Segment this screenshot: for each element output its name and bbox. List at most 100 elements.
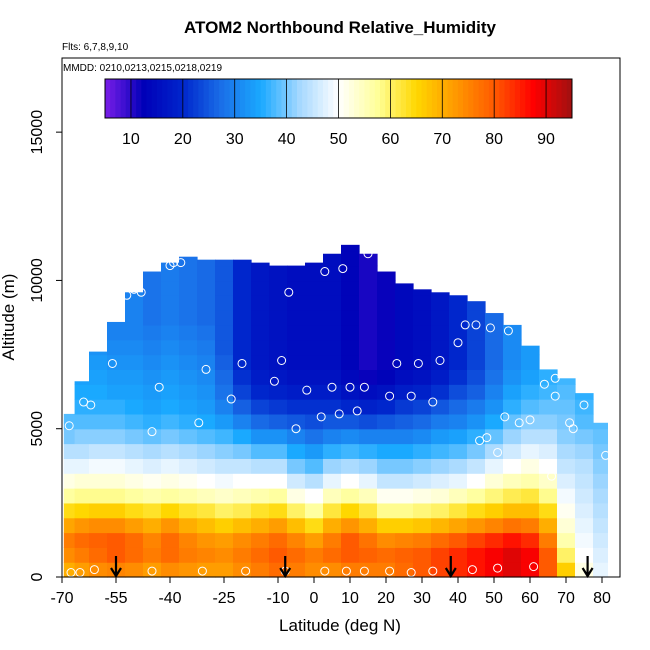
observation-point xyxy=(428,397,438,407)
colorbar-tick-label: 20 xyxy=(174,131,192,148)
rh-cell xyxy=(197,502,216,519)
rh-cell xyxy=(521,443,540,459)
rh-cell xyxy=(323,369,342,385)
rh-cell xyxy=(89,532,108,548)
rh-cell xyxy=(323,324,342,341)
rh-cell xyxy=(74,381,90,385)
rh-cell xyxy=(251,443,270,459)
rh-cell xyxy=(233,428,252,445)
rh-cell xyxy=(215,517,234,534)
observation-point xyxy=(579,400,589,410)
rh-cell xyxy=(89,517,108,534)
rh-cell xyxy=(125,292,144,296)
colorbar-segment xyxy=(245,79,251,118)
rh-cell xyxy=(125,502,144,519)
dates-label: MMDD: 0210,0213,0215,0218,0219 xyxy=(63,63,222,74)
rh-cell xyxy=(485,547,504,563)
rh-cell xyxy=(179,280,198,296)
rh-cell xyxy=(161,458,180,474)
colorbar-segment xyxy=(354,79,360,118)
observation-point xyxy=(136,287,146,297)
rh-cell xyxy=(89,369,108,385)
rh-cell xyxy=(269,413,288,430)
rh-cell xyxy=(485,532,504,548)
rh-cell xyxy=(395,324,414,341)
rh-cell xyxy=(233,310,252,326)
rh-cell xyxy=(233,259,252,267)
rh-cell xyxy=(593,422,608,430)
rh-cell xyxy=(125,413,144,430)
rh-cell xyxy=(467,547,486,563)
rh-cell xyxy=(269,532,288,548)
rh-cell xyxy=(215,502,234,519)
rh-cell xyxy=(74,443,90,459)
rh-cell xyxy=(179,458,198,474)
rh-cell xyxy=(341,244,360,252)
rh-cell xyxy=(107,428,126,445)
rh-cell xyxy=(215,562,234,578)
rh-cell xyxy=(593,473,608,489)
rh-cell xyxy=(431,473,450,489)
colorbar-segment xyxy=(343,79,350,118)
rh-cell xyxy=(323,532,342,548)
colorbar-segment xyxy=(219,79,225,118)
observation-point xyxy=(359,566,369,576)
rh-cell xyxy=(485,443,504,459)
rh-cell xyxy=(179,488,198,504)
rh-cell xyxy=(377,369,396,385)
rh-cell xyxy=(323,488,342,504)
rh-cell xyxy=(74,488,90,504)
colorbar-segment xyxy=(130,79,137,118)
rh-cell xyxy=(503,562,522,578)
rh-cell xyxy=(521,413,540,430)
colorbar-segment xyxy=(431,79,438,118)
x-tick-label: -40 xyxy=(158,590,181,607)
rh-cell xyxy=(395,547,414,563)
rh-cell xyxy=(287,413,306,430)
rh-cell xyxy=(557,517,576,534)
rh-cell xyxy=(341,295,360,311)
rh-cell xyxy=(467,502,486,519)
rh-cell xyxy=(485,313,504,326)
rh-cell xyxy=(233,532,252,548)
rh-cell xyxy=(63,458,76,474)
rh-cell xyxy=(413,413,432,430)
rh-cell xyxy=(143,369,162,385)
observation-point xyxy=(197,566,207,576)
observation-point xyxy=(485,323,495,333)
colorbar-segment xyxy=(302,79,308,118)
rh-cell xyxy=(323,280,342,296)
colorbar-segment xyxy=(525,79,531,118)
rh-cell xyxy=(431,339,450,356)
flights-label: Flts: 6,7,8,9,10 xyxy=(62,42,129,53)
rh-cell xyxy=(143,517,162,534)
rh-cell xyxy=(305,339,324,356)
rh-cell xyxy=(503,458,522,474)
rh-cell xyxy=(269,369,288,385)
observation-point xyxy=(500,412,510,422)
rh-cell xyxy=(179,428,198,445)
colorbar-segment xyxy=(369,79,376,118)
rh-cell xyxy=(107,458,126,474)
rh-cell xyxy=(539,488,558,504)
colorbar-segment xyxy=(322,79,329,118)
rh-cell xyxy=(269,547,288,563)
rh-cell xyxy=(359,473,378,489)
rh-cell xyxy=(377,517,396,534)
rh-cell xyxy=(74,547,90,563)
rh-cell xyxy=(539,413,558,430)
rh-cell xyxy=(197,354,216,370)
rh-cell xyxy=(89,443,108,459)
observation-point xyxy=(503,326,513,336)
rh-cell xyxy=(341,354,360,370)
rh-cell xyxy=(197,259,216,267)
rh-cell xyxy=(431,324,450,341)
rh-cell xyxy=(323,517,342,534)
rh-cell xyxy=(485,339,504,356)
rh-cell xyxy=(503,428,522,445)
rh-cell xyxy=(503,399,522,415)
rh-cell xyxy=(449,443,468,459)
colorbar-segment xyxy=(535,79,542,118)
observation-point xyxy=(539,379,549,389)
rh-cell xyxy=(521,517,540,534)
